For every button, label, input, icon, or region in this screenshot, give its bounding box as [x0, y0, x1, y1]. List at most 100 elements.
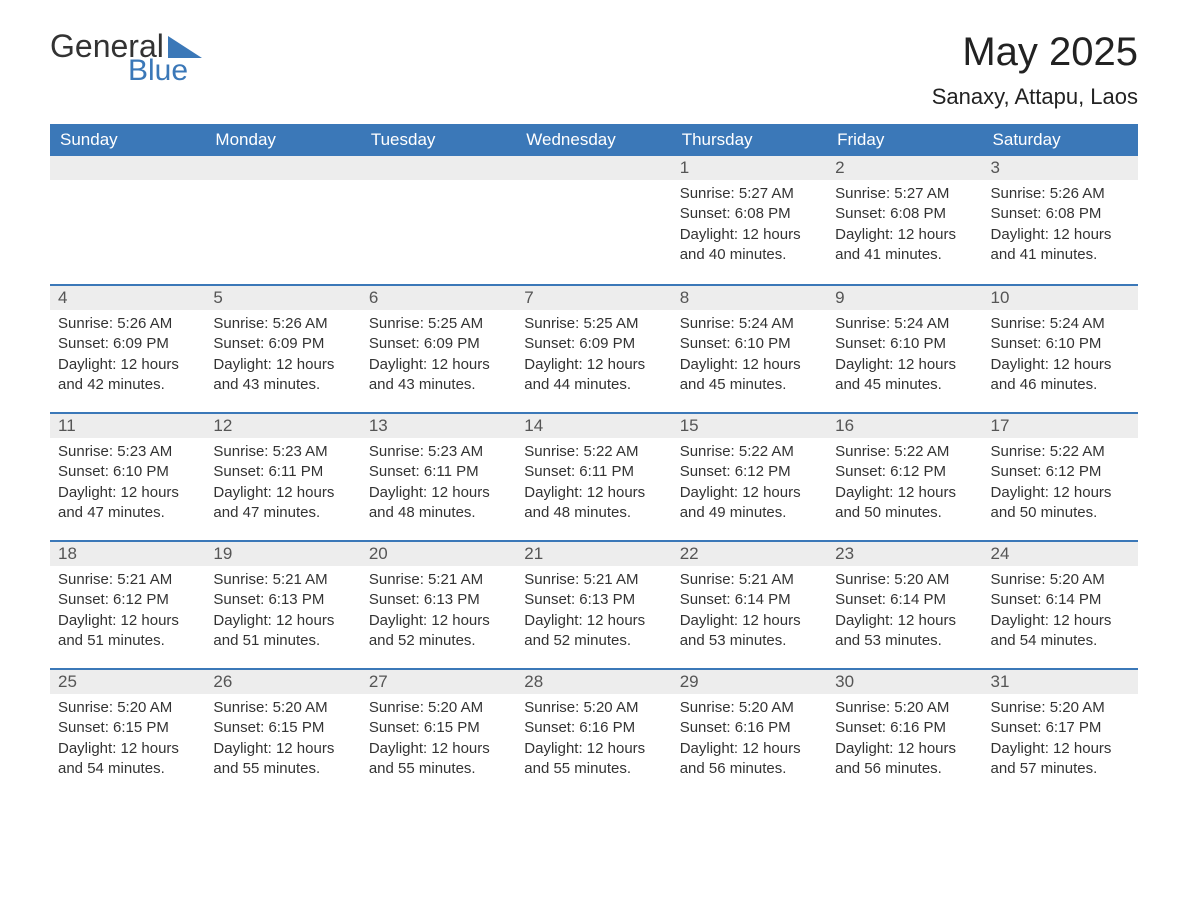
day-number: 17 [983, 414, 1138, 438]
day-number: 10 [983, 286, 1138, 310]
daylight-text: Daylight: 12 hours and 41 minutes. [835, 225, 974, 266]
daylight-text: Daylight: 12 hours and 43 minutes. [369, 355, 508, 396]
day-cell: 31Sunrise: 5:20 AMSunset: 6:17 PMDayligh… [983, 670, 1138, 796]
sunrise-text: Sunrise: 5:23 AM [58, 442, 197, 462]
sunrise-text: Sunrise: 5:22 AM [680, 442, 819, 462]
calendar: Sunday Monday Tuesday Wednesday Thursday… [50, 124, 1138, 796]
day-details: Sunrise: 5:20 AMSunset: 6:15 PMDaylight:… [367, 698, 510, 779]
daylight-text: Daylight: 12 hours and 55 minutes. [369, 739, 508, 780]
day-details: Sunrise: 5:22 AMSunset: 6:11 PMDaylight:… [522, 442, 665, 523]
day-cell: 22Sunrise: 5:21 AMSunset: 6:14 PMDayligh… [672, 542, 827, 668]
day-cell: 9 Sunrise: 5:24 AMSunset: 6:10 PMDaylight… [827, 286, 982, 412]
sunrise-text: Sunrise: 5:22 AM [835, 442, 974, 462]
day-number: 12 [205, 414, 360, 438]
week-row: 11Sunrise: 5:23 AMSunset: 6:10 PMDayligh… [50, 412, 1138, 540]
day-cell: 10 Sunrise: 5:24 AMSunset: 6:10 PMDayligh… [983, 286, 1138, 412]
day-details: Sunrise: 5:24 AMSunset: 6:10 PMDaylight:… [833, 314, 976, 395]
sunset-text: Sunset: 6:13 PM [213, 590, 352, 610]
day-cell: 17Sunrise: 5:22 AMSunset: 6:12 PMDayligh… [983, 414, 1138, 540]
weekday-saturday: Saturday [983, 124, 1138, 156]
sunset-text: Sunset: 6:15 PM [369, 718, 508, 738]
sunrise-text: Sunrise: 5:20 AM [58, 698, 197, 718]
sunset-text: Sunset: 6:15 PM [213, 718, 352, 738]
sunrise-text: Sunrise: 5:20 AM [524, 698, 663, 718]
month-title: May 2025 [932, 30, 1138, 74]
sunset-text: Sunset: 6:13 PM [524, 590, 663, 610]
daylight-text: Daylight: 12 hours and 46 minutes. [991, 355, 1130, 396]
day-number: 4 [50, 286, 205, 310]
daylight-text: Daylight: 12 hours and 54 minutes. [58, 739, 197, 780]
page-header: General Blue May 2025 Sanaxy, Attapu, La… [50, 30, 1138, 110]
day-details: Sunrise: 5:26 AMSunset: 6:09 PMDaylight:… [211, 314, 354, 395]
daylight-text: Daylight: 12 hours and 56 minutes. [835, 739, 974, 780]
sunrise-text: Sunrise: 5:25 AM [524, 314, 663, 334]
daylight-text: Daylight: 12 hours and 44 minutes. [524, 355, 663, 396]
sunrise-text: Sunrise: 5:27 AM [835, 184, 974, 204]
daylight-text: Daylight: 12 hours and 42 minutes. [58, 355, 197, 396]
sunrise-text: Sunrise: 5:26 AM [213, 314, 352, 334]
day-number: 18 [50, 542, 205, 566]
sunset-text: Sunset: 6:12 PM [680, 462, 819, 482]
day-number: 31 [983, 670, 1138, 694]
sunrise-text: Sunrise: 5:22 AM [991, 442, 1130, 462]
sunrise-text: Sunrise: 5:21 AM [369, 570, 508, 590]
week-row: 25Sunrise: 5:20 AMSunset: 6:15 PMDayligh… [50, 668, 1138, 796]
day-details: Sunrise: 5:26 AMSunset: 6:09 PMDaylight:… [56, 314, 199, 395]
day-number: 25 [50, 670, 205, 694]
day-number [50, 156, 205, 180]
sunset-text: Sunset: 6:09 PM [369, 334, 508, 354]
day-details: Sunrise: 5:21 AMSunset: 6:13 PMDaylight:… [522, 570, 665, 651]
day-details: Sunrise: 5:20 AMSunset: 6:16 PMDaylight:… [522, 698, 665, 779]
day-cell: 27 Sunrise: 5:20 AMSunset: 6:15 PMDayligh… [361, 670, 516, 796]
weekday-wednesday: Wednesday [516, 124, 671, 156]
day-cell: 1Sunrise: 5:27 AMSunset: 6:08 PMDaylight… [672, 156, 827, 284]
day-details: Sunrise: 5:20 AMSunset: 6:16 PMDaylight:… [833, 698, 976, 779]
logo: General Blue [50, 30, 202, 86]
day-number: 2 [827, 156, 982, 180]
daylight-text: Daylight: 12 hours and 43 minutes. [213, 355, 352, 396]
day-details: Sunrise: 5:24 AMSunset: 6:10 PMDaylight:… [989, 314, 1132, 395]
sunset-text: Sunset: 6:09 PM [524, 334, 663, 354]
day-number: 29 [672, 670, 827, 694]
day-cell: 30 Sunrise: 5:20 AMSunset: 6:16 PMDayligh… [827, 670, 982, 796]
day-cell: 13Sunrise: 5:23 AMSunset: 6:11 PMDayligh… [361, 414, 516, 540]
day-number: 30 [827, 670, 982, 694]
sunrise-text: Sunrise: 5:20 AM [835, 570, 974, 590]
day-number: 26 [205, 670, 360, 694]
daylight-text: Daylight: 12 hours and 54 minutes. [991, 611, 1130, 652]
day-number: 24 [983, 542, 1138, 566]
sunrise-text: Sunrise: 5:25 AM [369, 314, 508, 334]
day-cell: 4 Sunrise: 5:26 AMSunset: 6:09 PMDaylight… [50, 286, 205, 412]
day-cell [205, 156, 360, 284]
daylight-text: Daylight: 12 hours and 55 minutes. [524, 739, 663, 780]
sunset-text: Sunset: 6:13 PM [369, 590, 508, 610]
daylight-text: Daylight: 12 hours and 48 minutes. [369, 483, 508, 524]
daylight-text: Daylight: 12 hours and 51 minutes. [58, 611, 197, 652]
day-cell [50, 156, 205, 284]
day-details: Sunrise: 5:26 AMSunset: 6:08 PMDaylight:… [989, 184, 1132, 265]
sunset-text: Sunset: 6:10 PM [680, 334, 819, 354]
weeks-container: 1Sunrise: 5:27 AMSunset: 6:08 PMDaylight… [50, 156, 1138, 796]
sunrise-text: Sunrise: 5:20 AM [213, 698, 352, 718]
sunrise-text: Sunrise: 5:26 AM [58, 314, 197, 334]
daylight-text: Daylight: 12 hours and 47 minutes. [213, 483, 352, 524]
logo-word-blue: Blue [128, 56, 202, 86]
day-details: Sunrise: 5:22 AMSunset: 6:12 PMDaylight:… [678, 442, 821, 523]
sunrise-text: Sunrise: 5:20 AM [835, 698, 974, 718]
daylight-text: Daylight: 12 hours and 50 minutes. [991, 483, 1130, 524]
day-cell: 21Sunrise: 5:21 AMSunset: 6:13 PMDayligh… [516, 542, 671, 668]
sunset-text: Sunset: 6:08 PM [991, 204, 1130, 224]
day-number [516, 156, 671, 180]
sunset-text: Sunset: 6:11 PM [369, 462, 508, 482]
day-details: Sunrise: 5:20 AMSunset: 6:16 PMDaylight:… [678, 698, 821, 779]
sunset-text: Sunset: 6:08 PM [680, 204, 819, 224]
sunset-text: Sunset: 6:14 PM [991, 590, 1130, 610]
day-details: Sunrise: 5:20 AMSunset: 6:15 PMDaylight:… [56, 698, 199, 779]
day-number: 9 [827, 286, 982, 310]
week-row: 18Sunrise: 5:21 AMSunset: 6:12 PMDayligh… [50, 540, 1138, 668]
day-number: 27 [361, 670, 516, 694]
weekday-monday: Monday [205, 124, 360, 156]
sunset-text: Sunset: 6:11 PM [213, 462, 352, 482]
day-details: Sunrise: 5:21 AMSunset: 6:14 PMDaylight:… [678, 570, 821, 651]
sunrise-text: Sunrise: 5:20 AM [680, 698, 819, 718]
